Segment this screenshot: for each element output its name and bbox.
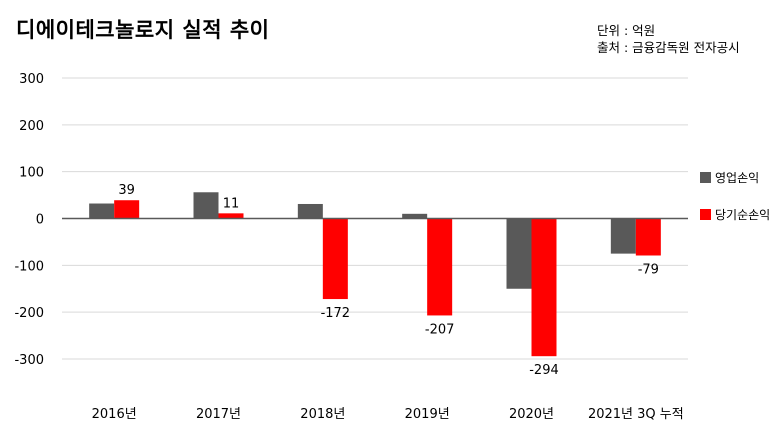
bar-operating	[506, 218, 532, 289]
x-tick-label: 2018년	[300, 407, 345, 422]
data-label: -207	[425, 322, 455, 337]
legend-swatch-operating	[700, 171, 711, 183]
x-tick-label: 2017년	[196, 407, 241, 422]
bar-operating	[89, 203, 115, 219]
legend-swatch-net	[700, 208, 711, 220]
legend-label-operating: 영업손익	[715, 170, 760, 185]
bar-operating	[297, 203, 323, 219]
x-tick-label: 2019년	[405, 407, 450, 422]
bar-net	[114, 200, 140, 219]
y-tick-label: -100	[14, 259, 44, 274]
data-label: 11	[223, 196, 240, 211]
bar-net	[322, 218, 348, 300]
y-tick-label: -200	[14, 306, 44, 321]
bar-net	[635, 218, 661, 256]
y-tick-label: 0	[36, 213, 44, 228]
y-tick-label: -300	[14, 353, 44, 368]
x-tick-label: 2020년	[509, 407, 554, 422]
data-label: -294	[529, 363, 559, 378]
data-label: 39	[118, 183, 135, 198]
y-tick-label: 300	[19, 72, 44, 87]
chart-title: 디에이테크놀로지 실적 추이	[16, 18, 270, 42]
legend-item-operating: 영업손익	[700, 169, 770, 185]
bar-net	[427, 218, 453, 316]
bar-operating	[402, 213, 428, 219]
x-tick-label: 2016년	[92, 407, 137, 422]
data-label: -79	[638, 262, 659, 277]
y-tick-label: 100	[19, 166, 44, 181]
unit-label: 단위 : 억원	[597, 23, 656, 38]
legend-label-net: 당기순손익	[715, 207, 771, 222]
data-label: -172	[321, 306, 351, 321]
x-tick-label: 2021년 3Q 누적	[588, 407, 684, 422]
source-label: 출처 : 금융감독원 전자공시	[597, 40, 740, 55]
legend-item-net: 당기순손익	[700, 206, 770, 222]
bar-operating	[610, 218, 636, 254]
y-tick-label: 200	[19, 119, 44, 134]
bar-operating	[193, 192, 219, 219]
bar-net	[218, 213, 244, 219]
bar-net	[531, 218, 557, 357]
chart-meta: 단위 : 억원 출처 : 금융감독원 전자공시	[597, 22, 740, 56]
chart-legend: 영업손익 당기순손익	[700, 169, 770, 243]
